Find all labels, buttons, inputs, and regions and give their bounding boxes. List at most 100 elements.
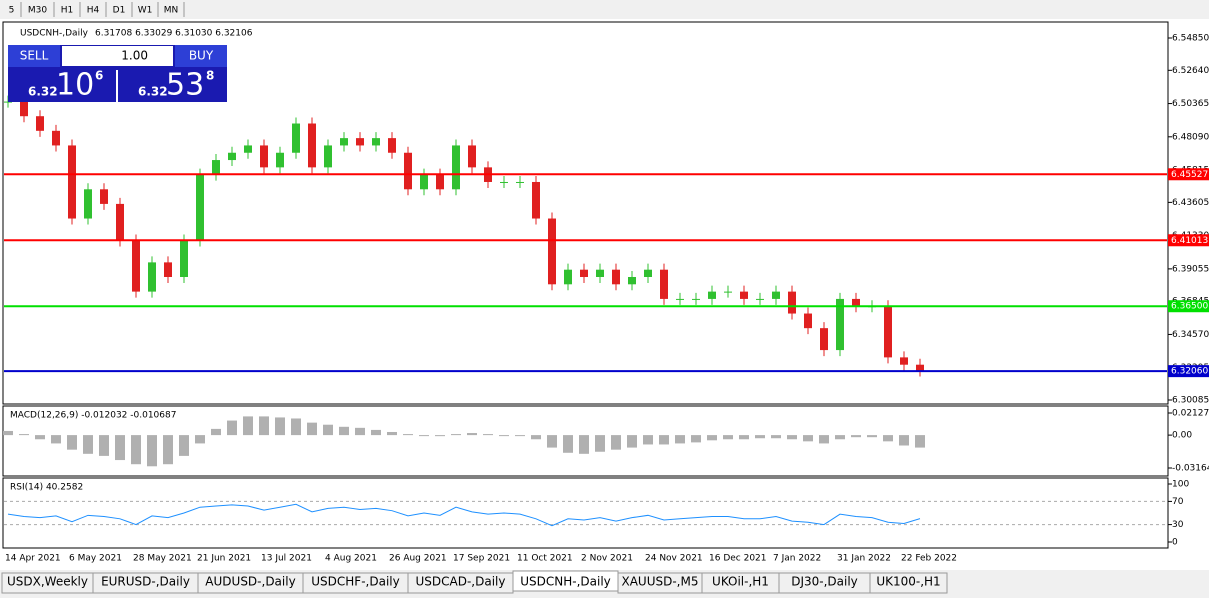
candle — [100, 189, 108, 204]
candle — [180, 240, 188, 277]
candle — [84, 189, 92, 219]
macd-bar — [915, 435, 925, 448]
candle — [756, 298, 764, 300]
macd-tick-label: 0.00 — [1172, 431, 1192, 441]
rsi-tick-label: 70 — [1172, 497, 1184, 507]
tab-label: AUDUSD-,Daily — [205, 575, 295, 589]
candle — [692, 298, 700, 300]
candle — [836, 298, 844, 351]
price-label: 6.50365 — [1172, 99, 1209, 109]
macd-bar — [99, 435, 109, 456]
rsi-panel — [2, 477, 1169, 549]
date-label: 17 Sep 2021 — [453, 554, 510, 564]
macd-bar — [659, 435, 669, 445]
macd-bar — [531, 435, 541, 440]
macd-bar — [867, 435, 877, 438]
candle — [372, 138, 380, 146]
macd-bar — [451, 434, 461, 436]
macd-bar — [499, 435, 509, 437]
candle — [820, 328, 828, 351]
buy-button[interactable] — [175, 45, 227, 67]
candle — [900, 357, 908, 365]
buy-label: BUY — [189, 49, 214, 63]
macd-bar — [35, 435, 45, 440]
tab-label: DJ30-,Daily — [791, 575, 858, 589]
candle — [356, 138, 364, 146]
rsi-tick-label: 0 — [1172, 538, 1178, 548]
tab-label: USDX,Weekly — [7, 575, 88, 589]
date-label: 31 Jan 2022 — [837, 554, 891, 564]
candle — [452, 145, 460, 190]
candle — [228, 152, 236, 161]
macd-bar — [835, 435, 845, 440]
price-label: 6.52640 — [1172, 66, 1209, 76]
candle — [340, 138, 348, 146]
macd-bar — [131, 435, 141, 465]
macd-bar — [227, 420, 237, 436]
date-label: 2 Nov 2021 — [581, 554, 633, 564]
candle — [628, 276, 636, 285]
macd-bar — [515, 435, 525, 437]
candle — [68, 145, 76, 219]
macd-bar — [259, 416, 269, 436]
macd-panel — [2, 405, 1169, 477]
date-label: 22 Feb 2022 — [901, 554, 957, 564]
tab-label: USDCNH-,Daily — [520, 575, 611, 589]
sell-button[interactable] — [8, 45, 60, 67]
date-label: 26 Aug 2021 — [389, 554, 447, 564]
timeframe-button[interactable]: MN — [164, 6, 179, 16]
date-label: 24 Nov 2021 — [645, 554, 703, 564]
candle — [148, 262, 156, 292]
candle — [788, 291, 796, 314]
timeframe-button[interactable]: M30 — [28, 6, 47, 16]
macd-bar — [163, 435, 173, 465]
macd-label: MACD(12,26,9) -0.012032 -0.010687 — [10, 411, 176, 421]
macd-bar — [643, 435, 653, 445]
candle — [532, 181, 540, 219]
date-label: 4 Aug 2021 — [325, 554, 377, 564]
sell-price-main: 10 — [56, 68, 94, 103]
candle — [308, 123, 316, 168]
sell-price-sup: 6 — [95, 69, 103, 83]
timeframe-button[interactable]: 5 — [9, 6, 15, 16]
ohlc: 6.31708 6.33029 6.31030 6.32106 — [95, 29, 253, 39]
macd-bar — [19, 434, 29, 436]
macd-bar — [179, 435, 189, 456]
volume-box[interactable] — [62, 46, 173, 66]
date-label: 21 Jun 2021 — [197, 554, 251, 564]
candle — [804, 313, 812, 329]
sell-price-prefix: 6.32 — [28, 85, 58, 99]
candle — [36, 116, 44, 131]
macd-bar — [147, 435, 157, 467]
macd-tick-label: -0.031644 — [1172, 464, 1209, 474]
buy-price-prefix: 6.32 — [138, 85, 168, 99]
macd-bar — [739, 435, 749, 440]
tab[interactable] — [869, 572, 948, 594]
tab-label: USDCHF-,Daily — [311, 575, 399, 589]
candle — [708, 291, 716, 299]
candle — [324, 145, 332, 168]
macd-bar — [387, 431, 397, 436]
volume[interactable]: 1.00 — [121, 49, 148, 63]
macd-bar — [611, 435, 621, 450]
date-label: 6 May 2021 — [69, 554, 122, 564]
symbol: USDCNH-,Daily — [20, 29, 89, 39]
buy-price-main: 53 — [166, 68, 204, 103]
candle — [500, 181, 508, 183]
level-tag — [1168, 365, 1209, 378]
macd-bar — [371, 429, 381, 436]
timeframe-button[interactable]: W1 — [138, 6, 153, 16]
candle — [772, 291, 780, 299]
macd-bar — [547, 435, 557, 448]
timeframe-button[interactable]: H1 — [61, 6, 74, 16]
date-label: 28 May 2021 — [133, 554, 192, 564]
timeframe-button[interactable]: H4 — [87, 6, 100, 16]
candle — [676, 298, 684, 300]
candle — [292, 123, 300, 153]
timeframe-button[interactable]: D1 — [113, 6, 126, 16]
macd-bar — [803, 435, 813, 442]
level-tag — [1168, 300, 1209, 313]
sell-label: SELL — [20, 49, 49, 63]
candle — [580, 269, 588, 277]
